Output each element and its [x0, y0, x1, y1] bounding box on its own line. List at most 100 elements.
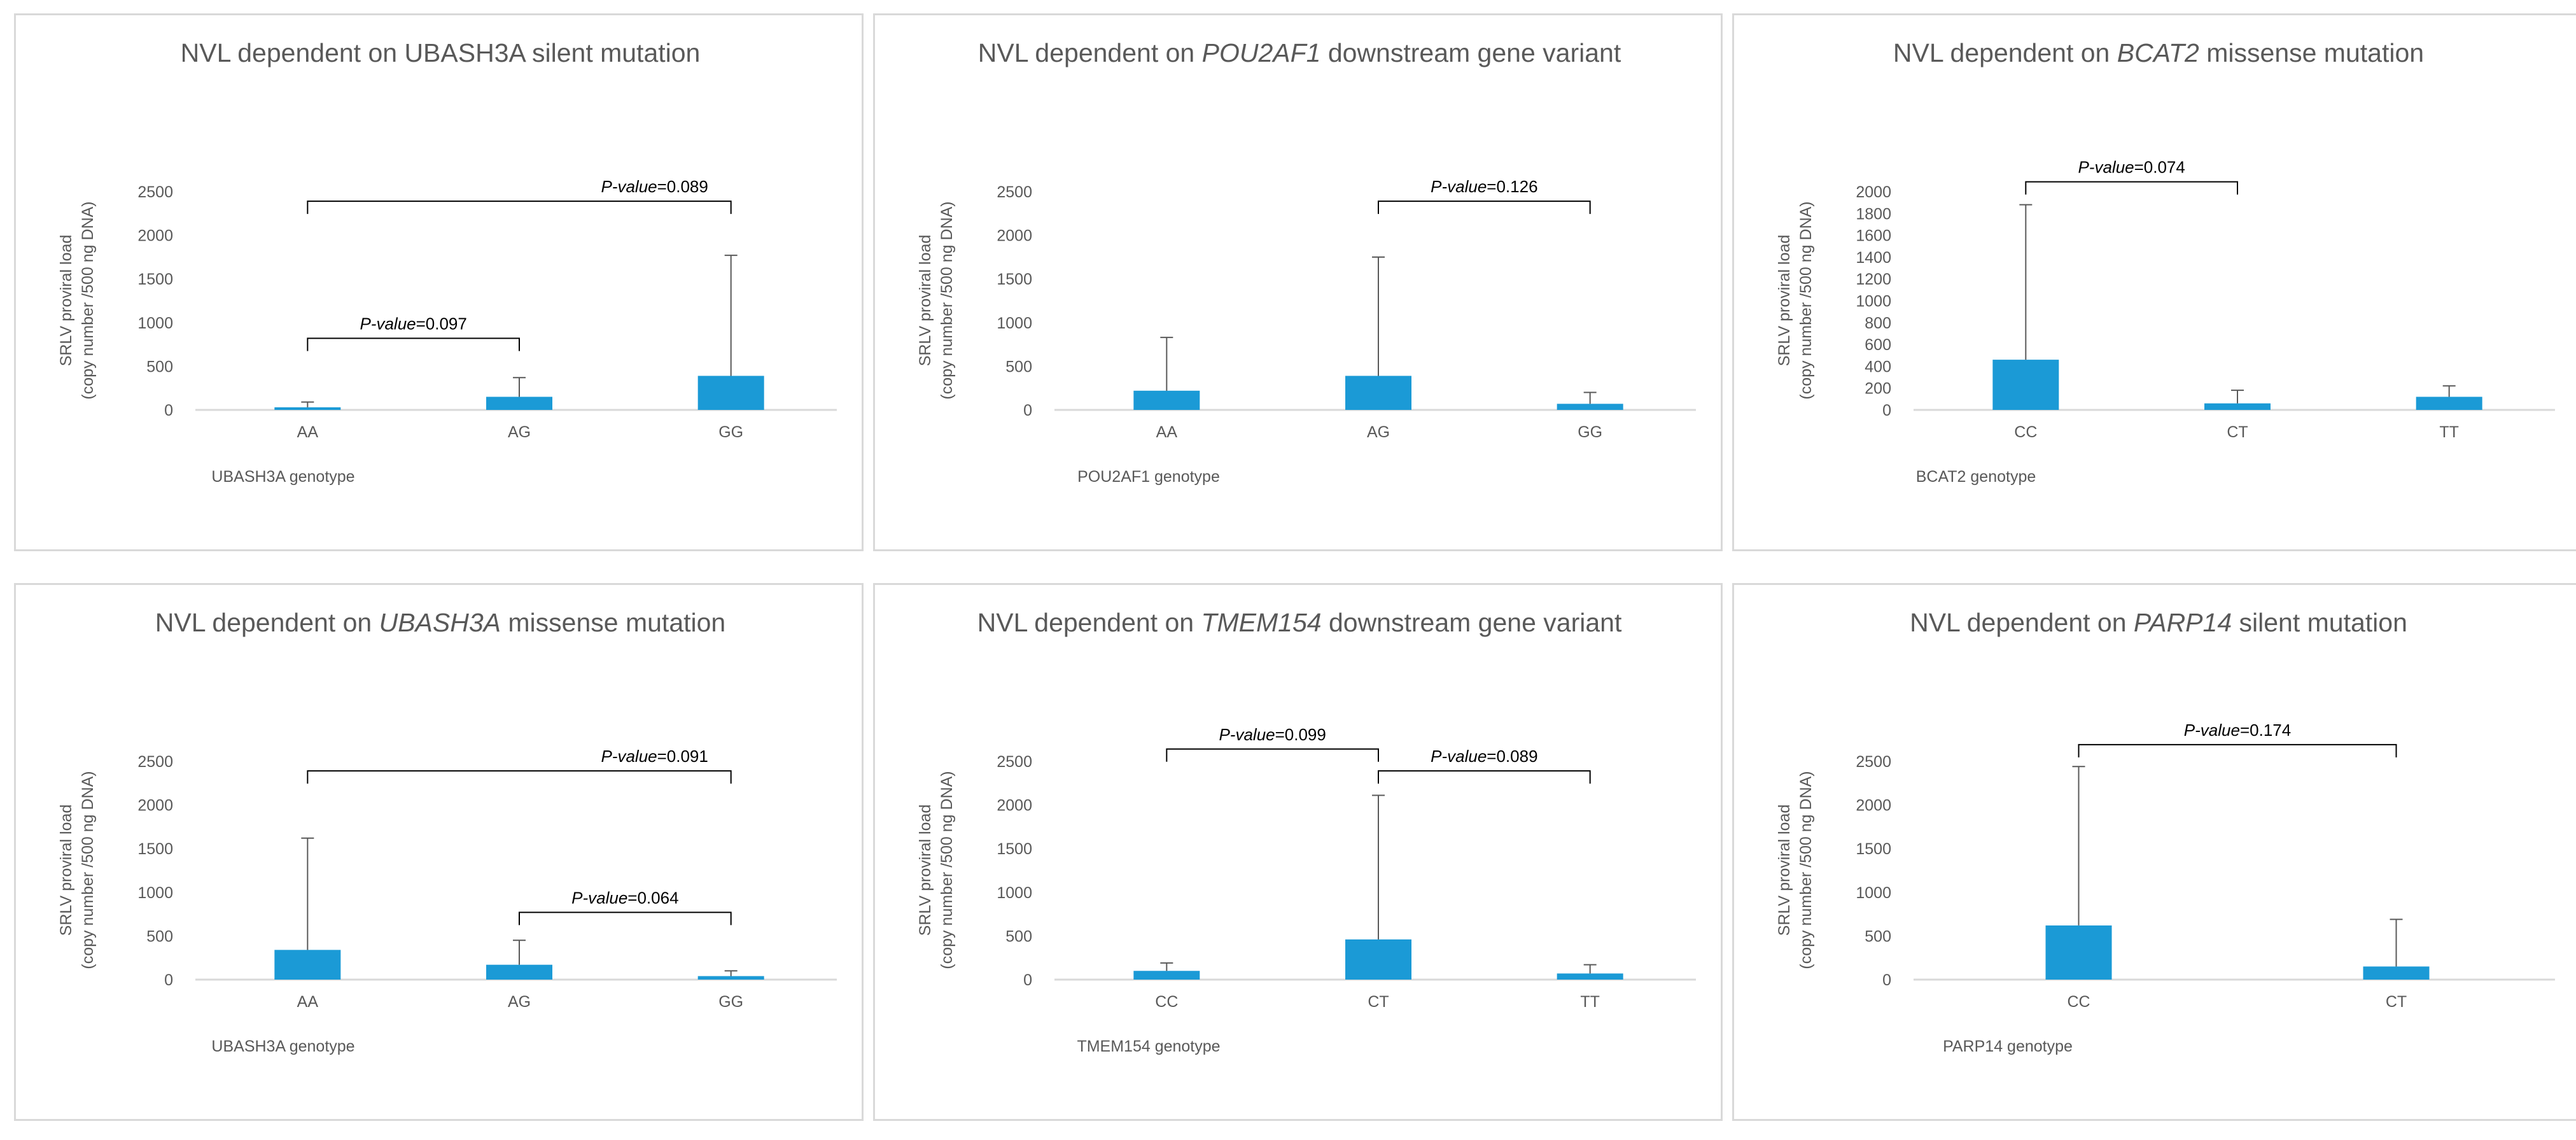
bar-cc: [2045, 925, 2112, 980]
y-axis-label: (copy number /500 ng DNA): [1797, 201, 1815, 399]
p-value-name: P-value: [601, 177, 657, 196]
y-tick-label: 1500: [997, 840, 1032, 858]
chart-panel-bcat2: NVL dependent on BCAT2 missense mutation…: [1732, 13, 2576, 551]
significance-bracket: [307, 337, 520, 351]
x-tick-label-ct: CT: [2386, 993, 2407, 1011]
x-tick-label-cc: CC: [1155, 993, 1178, 1011]
y-tick-label: 1400: [1856, 249, 1891, 267]
bar-aa: [274, 407, 341, 410]
significance-bracket: [307, 770, 732, 784]
y-tick-label: 1000: [1856, 884, 1891, 902]
p-value-name: P-value: [360, 314, 416, 333]
chart-title-gene: UBASH3A: [404, 38, 526, 67]
y-tick-label: 1500: [137, 840, 173, 858]
chart-svg: NVL dependent on PARP14 silent mutation S…: [1775, 608, 2555, 1055]
y-tick-label: 2500: [1856, 753, 1891, 771]
y-tick-label: 2000: [997, 227, 1032, 245]
x-axis-title: UBASH3A genotype: [211, 1038, 354, 1055]
p-value-name: P-value: [601, 747, 657, 766]
chart-svg: NVL dependent on BCAT2 missense mutation…: [1775, 38, 2555, 486]
y-tick-label: 800: [1865, 314, 1891, 332]
y-axis-label: (copy number /500 ng DNA): [79, 201, 97, 399]
x-tick-label-ag: AG: [508, 423, 531, 441]
bar-gg: [697, 976, 764, 980]
chart-svg: NVL dependent on UBASH3A silent mutation…: [57, 38, 837, 486]
bar-tt: [2416, 397, 2482, 410]
chart-title: NVL dependent on PARP14 silent mutation: [1910, 608, 2407, 637]
y-axis-label: SRLV proviral load: [1775, 805, 1793, 936]
y-axis-label: SRLV proviral load: [916, 235, 934, 367]
p-value-number: =0.064: [627, 888, 678, 907]
y-tick-label: 1000: [137, 314, 173, 332]
y-tick-label: 0: [1882, 402, 1891, 419]
chart-title-text: NVL dependent on: [977, 608, 1201, 637]
y-tick-label: 1500: [997, 271, 1032, 288]
x-tick-label-cc: CC: [2014, 423, 2037, 441]
chart-title-text: NVL dependent on: [1910, 608, 2134, 637]
bar-aa: [1133, 390, 1200, 410]
chart-title-text: downstream gene variant: [1320, 38, 1621, 67]
bar-ct: [2363, 966, 2430, 980]
y-axis-label: SRLV proviral load: [916, 805, 934, 936]
y-tick-label: 2000: [997, 797, 1032, 815]
x-tick-label-gg: GG: [718, 993, 743, 1011]
y-tick-label: 2500: [997, 753, 1032, 771]
p-value-label: P-value=0.174: [2184, 721, 2291, 740]
y-tick-label: 0: [1023, 402, 1032, 419]
bar-ag: [486, 397, 552, 410]
p-value-name: P-value: [1219, 725, 1275, 744]
y-tick-label: 1000: [997, 314, 1032, 332]
y-tick-label: 1000: [1856, 293, 1891, 311]
y-tick-label: 1200: [1856, 271, 1891, 288]
y-tick-label: 200: [1865, 380, 1891, 398]
y-tick-label: 500: [146, 927, 173, 945]
x-tick-label-tt: TT: [1580, 993, 1600, 1011]
significance-bracket: [2025, 181, 2238, 195]
chart-title: NVL dependent on UBASH3A silent mutation: [181, 38, 701, 67]
bar-ag: [1345, 376, 1411, 410]
y-axis-label: SRLV proviral load: [1775, 235, 1793, 367]
significance-bracket: [2078, 743, 2397, 757]
y-tick-label: 2500: [997, 183, 1032, 201]
y-tick-label: 1800: [1856, 205, 1891, 223]
p-value-label: P-value=0.097: [360, 314, 466, 333]
p-value-label: P-value=0.099: [1219, 725, 1326, 744]
y-tick-label: 500: [1005, 927, 1032, 945]
x-tick-label-ct: CT: [1368, 993, 1389, 1011]
chart-panel-ubash3a-missense: NVL dependent on UBASH3A missense mutati…: [14, 583, 864, 1121]
x-axis-title: POU2AF1 genotype: [1077, 468, 1220, 486]
chart-title-text: NVL dependent on: [1893, 38, 2117, 67]
chart-title-text: missense mutation: [2199, 38, 2424, 67]
chart-panel-parp14: NVL dependent on PARP14 silent mutation S…: [1732, 583, 2576, 1121]
chart-svg: NVL dependent on TMEM154 downstream gene…: [916, 608, 1696, 1055]
chart-svg: NVL dependent on POU2AF1 downstream gene…: [916, 38, 1696, 486]
y-tick-label: 600: [1865, 336, 1891, 354]
y-axis-label: (copy number /500 ng DNA): [79, 771, 97, 969]
bar-tt: [1557, 973, 1623, 980]
y-tick-label: 2000: [137, 797, 173, 815]
chart-title-gene: BCAT2: [2117, 38, 2199, 67]
y-tick-label: 0: [1882, 971, 1891, 989]
y-tick-label: 2500: [137, 753, 173, 771]
chart-title-text: silent mutation: [525, 38, 701, 67]
chart-svg: NVL dependent on UBASH3A missense mutati…: [57, 608, 837, 1055]
y-tick-label: 0: [164, 402, 173, 419]
chart-title-text: silent mutation: [2232, 608, 2407, 637]
chart-title: NVL dependent on POU2AF1 downstream gene…: [978, 38, 1621, 67]
y-axis-label: SRLV proviral load: [57, 235, 75, 367]
y-tick-label: 0: [164, 971, 173, 989]
p-value-number: =0.074: [2134, 158, 2185, 177]
chart-title: NVL dependent on BCAT2 missense mutation: [1893, 38, 2424, 67]
bar-ag: [486, 964, 552, 980]
y-axis-label: (copy number /500 ng DNA): [938, 771, 956, 969]
chart-title-text: NVL dependent on: [155, 608, 379, 637]
y-tick-label: 1500: [137, 271, 173, 288]
chart-title: NVL dependent on UBASH3A missense mutati…: [155, 608, 725, 637]
y-tick-label: 1000: [997, 884, 1032, 902]
x-axis-title: UBASH3A genotype: [211, 468, 354, 486]
y-tick-label: 400: [1865, 358, 1891, 376]
x-tick-label-ag: AG: [1367, 423, 1390, 441]
chart-title-text: downstream gene variant: [1322, 608, 1622, 637]
significance-bracket: [1378, 201, 1591, 215]
y-tick-label: 1600: [1856, 227, 1891, 245]
